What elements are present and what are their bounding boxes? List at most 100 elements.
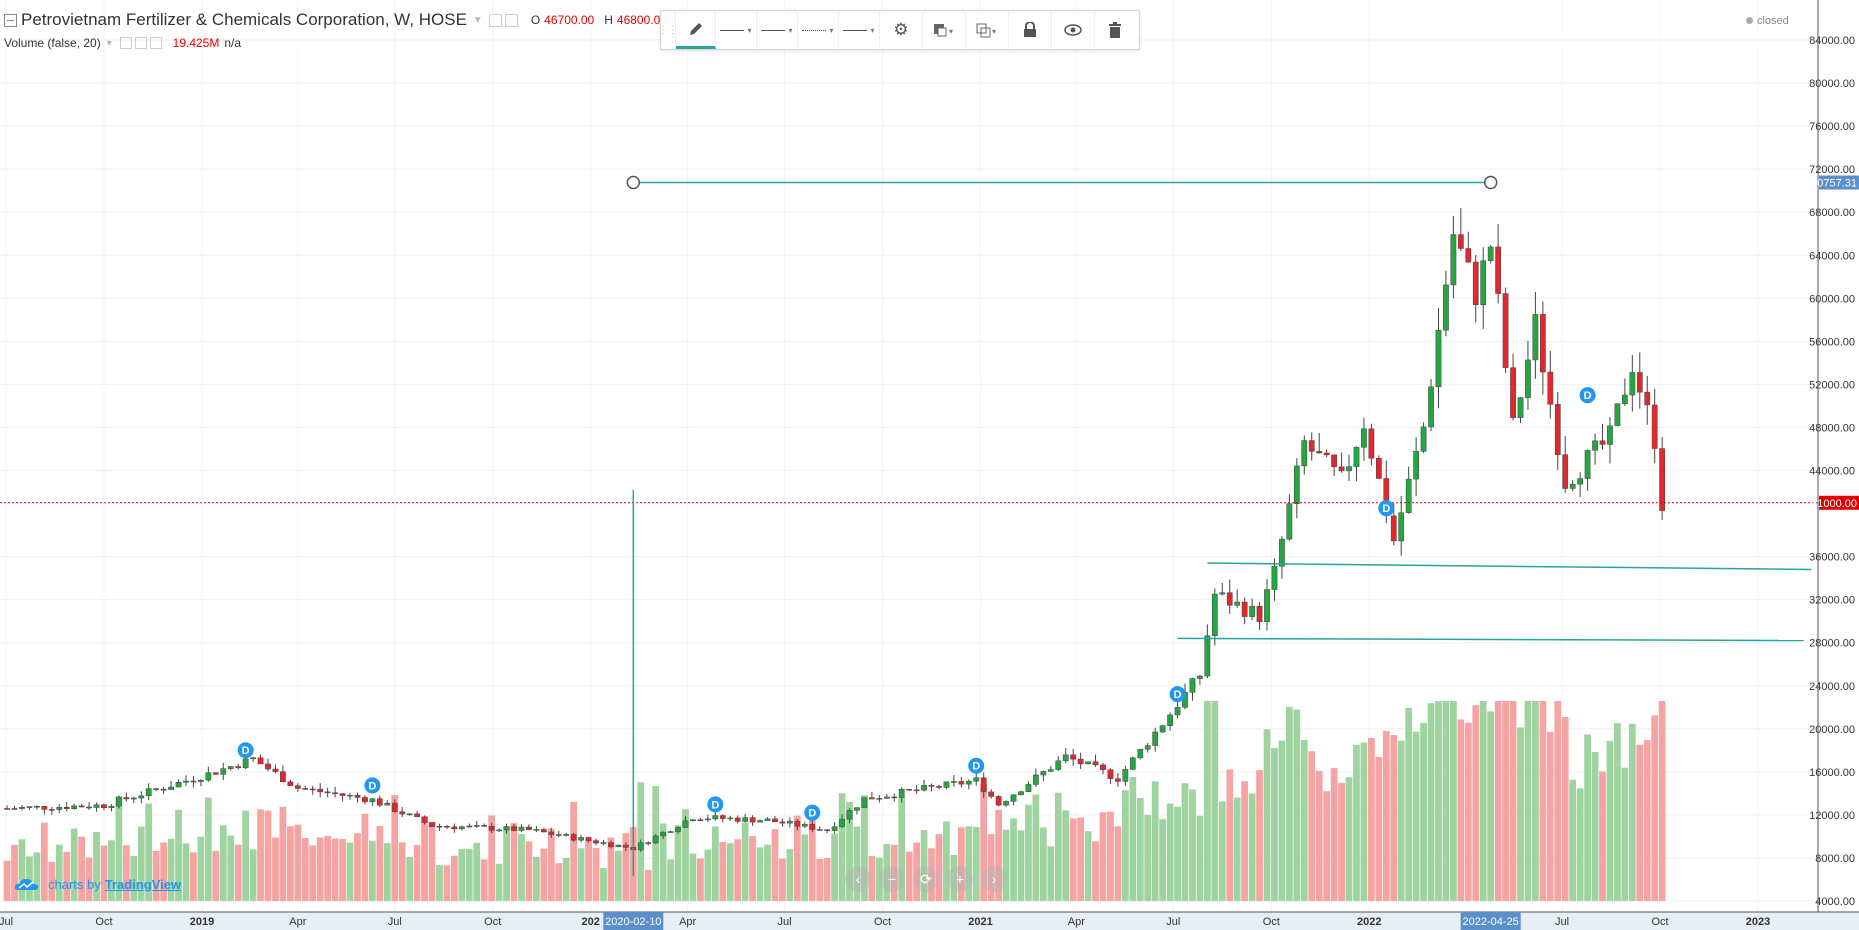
volume-bar xyxy=(1405,707,1413,901)
candle-body xyxy=(1211,593,1218,636)
volume-bar xyxy=(190,852,197,901)
volume-bar xyxy=(1487,711,1495,901)
eye-icon[interactable] xyxy=(1052,11,1095,49)
open-value: 46700.00 xyxy=(544,13,595,27)
pencil-icon[interactable] xyxy=(676,11,716,49)
collapse-icon[interactable] xyxy=(4,13,17,27)
volume-bar xyxy=(1636,744,1644,901)
volume-bar xyxy=(398,842,406,901)
dividend-marker xyxy=(1378,500,1395,517)
candle-body xyxy=(891,796,898,799)
branding-link[interactable]: TradingView xyxy=(104,876,182,892)
candle-body xyxy=(533,829,540,831)
candle-body xyxy=(1219,592,1226,595)
candle-body xyxy=(19,807,25,809)
candle-body xyxy=(235,766,242,769)
volume-bar xyxy=(227,835,235,901)
scroll-right-icon[interactable]: › xyxy=(981,866,1007,892)
volume-bar xyxy=(831,833,838,901)
line-width-icon[interactable]: ▾ xyxy=(757,11,798,49)
settings-icon[interactable] xyxy=(488,13,502,27)
volume-bar xyxy=(495,863,503,901)
line-end-icon[interactable]: ▾ xyxy=(839,11,880,49)
gear-icon[interactable]: ⚙ xyxy=(880,11,923,49)
volume-bar xyxy=(204,797,212,901)
volume-bar xyxy=(957,827,965,901)
volume-bar xyxy=(801,834,809,901)
clone-icon[interactable]: ▾ xyxy=(966,11,1009,49)
candle-body xyxy=(600,842,607,844)
candle-body xyxy=(1189,678,1196,693)
volume-bar xyxy=(987,834,995,901)
volume-bar xyxy=(465,848,473,901)
volume-bar xyxy=(212,850,220,901)
candle-body xyxy=(563,834,570,836)
candle-body xyxy=(466,825,473,828)
volume-bar xyxy=(264,810,272,901)
candle-body xyxy=(667,831,674,833)
candle-body xyxy=(1025,784,1032,792)
line-dash-icon[interactable]: ▾ xyxy=(798,11,839,49)
format-icon[interactable] xyxy=(504,13,518,27)
chevron-down-icon[interactable]: ▼ xyxy=(104,38,114,48)
settings-icon[interactable] xyxy=(119,37,132,49)
candle-body xyxy=(1249,605,1255,617)
status-dot-icon xyxy=(1746,17,1753,24)
volume-bar xyxy=(592,847,600,901)
volume-bar xyxy=(279,806,287,901)
lock-icon[interactable] xyxy=(1009,11,1052,49)
candle-body xyxy=(421,816,428,823)
candle-body xyxy=(257,757,264,765)
volume-bar xyxy=(1397,740,1405,901)
dividend-marker-label: D xyxy=(1382,503,1390,515)
volume-title[interactable]: Volume (false, 20) xyxy=(4,36,101,50)
fill-color-icon[interactable]: ▾ xyxy=(923,11,966,49)
chevron-down-icon[interactable]: ▼ xyxy=(472,14,483,26)
volume-bar xyxy=(137,826,145,901)
time-axis[interactable]: Jul Oct 2019 Apr Jul Oct 202 Apr Jul Oct 2021 Apr Ju… xyxy=(0,911,1859,930)
candle-body xyxy=(1122,769,1129,782)
candle-body xyxy=(1338,466,1345,472)
close-icon[interactable] xyxy=(149,37,162,49)
candle-body xyxy=(1331,454,1337,468)
symbol-title[interactable]: Petrovietnam Fertilizer & Chemicals Corp… xyxy=(21,10,467,29)
trash-icon[interactable] xyxy=(1095,11,1135,49)
volume-bar xyxy=(1263,729,1271,901)
candle-body xyxy=(384,802,391,806)
volume-bar xyxy=(1069,818,1077,901)
candle-body xyxy=(175,781,182,788)
volume-bar xyxy=(935,834,943,901)
volume-bar xyxy=(711,826,719,901)
volume-bar xyxy=(1338,782,1345,901)
volume-bar xyxy=(674,825,682,901)
zoom-in-icon[interactable]: + xyxy=(947,866,973,892)
format-icon[interactable] xyxy=(134,37,147,49)
candle-body xyxy=(451,826,458,830)
scroll-left-icon[interactable]: ‹ xyxy=(845,866,871,892)
candle-body xyxy=(1055,760,1062,770)
candle-body xyxy=(943,781,950,788)
line-style-icon[interactable]: ▾ xyxy=(716,11,757,49)
zoom-out-icon[interactable]: − xyxy=(879,866,905,892)
price-tick-label: 20000.00 xyxy=(1809,724,1855,736)
grip-icon[interactable]: ⋮⋮ xyxy=(658,11,678,49)
candle-body xyxy=(93,804,100,808)
candle-body xyxy=(526,826,532,830)
price-tick-label: 84000.00 xyxy=(1809,35,1855,47)
candle-body xyxy=(772,818,778,823)
volume-bar xyxy=(1614,723,1621,901)
volume-bar xyxy=(1129,777,1137,901)
time-tick-label: 2021 xyxy=(968,916,992,928)
volume-bar xyxy=(1569,779,1577,901)
price-axis[interactable]: 84000.00 80000.00 76000.00 72000.00 68000.00… xyxy=(1809,0,1859,912)
drawings[interactable] xyxy=(626,175,1812,876)
candle-body xyxy=(965,780,972,785)
volume-bar xyxy=(1412,731,1420,901)
candle-body xyxy=(1472,261,1479,305)
candle-body xyxy=(78,805,85,808)
candle-body xyxy=(1607,425,1613,445)
tradingview-logo[interactable]: charts by TradingView xyxy=(14,876,181,892)
candle-body xyxy=(1286,503,1293,540)
reset-icon[interactable]: ⟳ xyxy=(913,866,939,892)
